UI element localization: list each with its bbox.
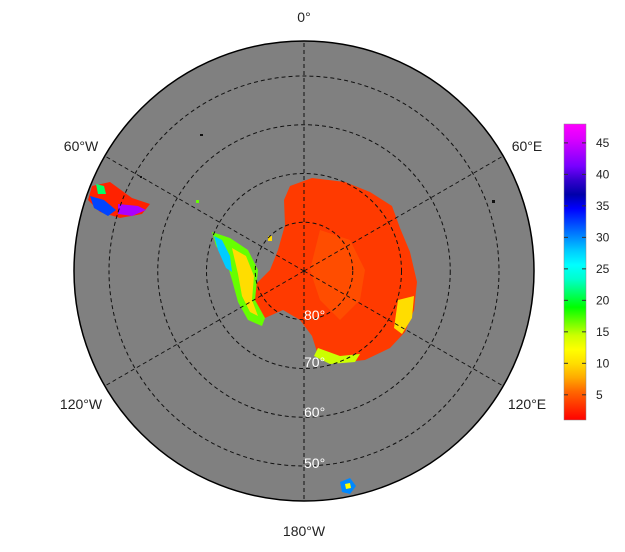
antarctica-interior (310, 230, 365, 320)
lat-label-60: 60° (304, 404, 325, 420)
lat-label-80: 80° (304, 307, 325, 323)
speck (196, 200, 199, 203)
colorbar-tick-label: 40 (596, 167, 610, 181)
colorbar-tick-label: 15 (596, 325, 610, 339)
south-america-color2 (118, 204, 146, 216)
colorbar-tick-label: 45 (596, 136, 610, 150)
colorbar-tick-label: 5 (596, 388, 603, 402)
speck (200, 134, 203, 136)
colorbar-tick-label: 20 (596, 293, 610, 307)
globe-outline (73, 40, 535, 502)
meridian-line (303, 270, 504, 387)
colorbar-tick-label: 35 (596, 199, 610, 213)
meridian-line (303, 155, 504, 272)
colorbar-tick-label: 30 (596, 230, 610, 244)
colorbar: 5 10 15 20 25 30 35 40 45 (563, 123, 610, 421)
speck (140, 176, 142, 178)
data-layer (88, 134, 495, 494)
latitude-circle (254, 221, 354, 321)
colorbar-tick-label: 25 (596, 262, 610, 276)
meridian-line (104, 155, 305, 272)
latitude-circle (108, 75, 500, 467)
lon-label-120w: 120°W (60, 396, 103, 412)
graticule (104, 41, 504, 501)
south-america-color3 (96, 184, 106, 194)
south-coast-edge (314, 348, 360, 364)
speck (492, 200, 495, 203)
peninsula-coast (214, 236, 232, 272)
east-coast-edge (394, 296, 414, 334)
lon-label-120e: 120°E (508, 396, 546, 412)
lat-label-70: 70° (304, 354, 325, 370)
peninsula-inner (232, 248, 258, 316)
lon-label-60w: 60°W (64, 138, 99, 154)
meridian-line (104, 270, 305, 387)
colorbar-ramp (563, 123, 587, 421)
lon-label-60e: 60°E (512, 138, 543, 154)
latitude-circle (157, 124, 451, 418)
colorbar-ticks: 5 10 15 20 25 30 35 40 45 (564, 136, 610, 402)
south-america-color (90, 196, 116, 216)
lon-label-0: 0° (297, 9, 310, 25)
lon-label-180w: 180°W (283, 523, 326, 539)
colorbar-tick-label: 10 (596, 356, 610, 370)
latitude-circle (206, 173, 402, 369)
speck (268, 236, 272, 241)
lat-label-50: 50° (304, 455, 325, 471)
island-south-core (345, 483, 351, 489)
